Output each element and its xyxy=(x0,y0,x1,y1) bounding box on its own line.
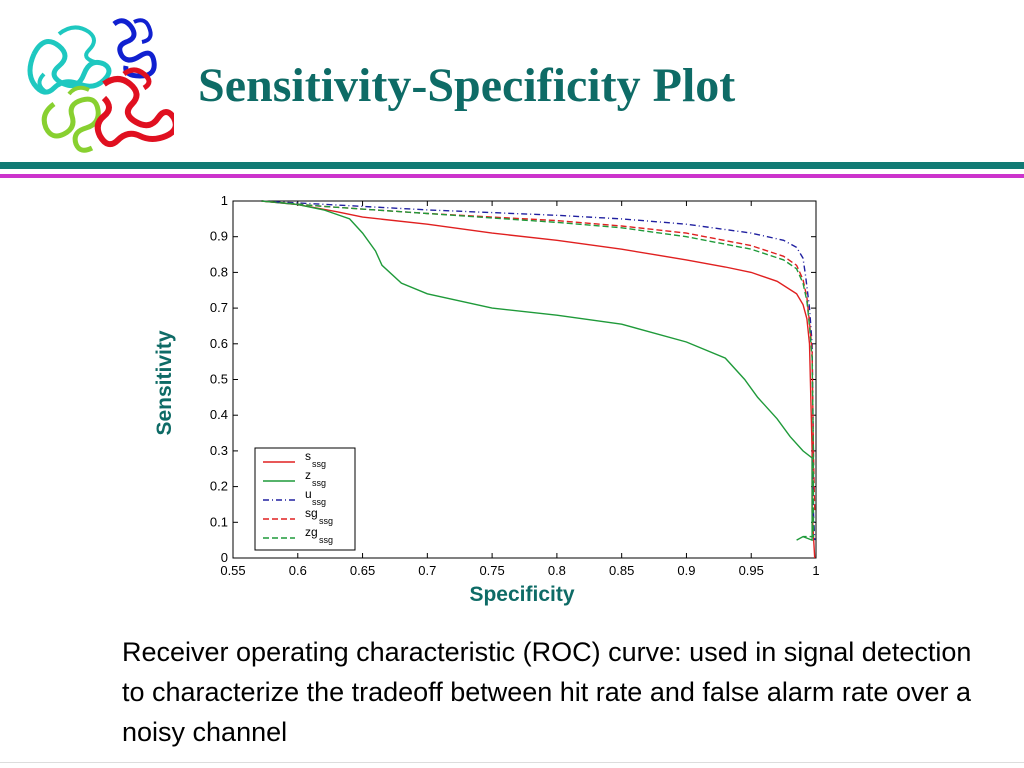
x-tick-label: 0.65 xyxy=(350,563,375,578)
y-tick-label: 0.2 xyxy=(210,479,228,494)
bottom-divider xyxy=(0,762,1024,763)
y-tick-label: 0.8 xyxy=(210,264,228,279)
legend-sub-z: ssg xyxy=(312,478,326,488)
y-tick-label: 0.5 xyxy=(210,372,228,387)
series-zg-line xyxy=(261,200,815,538)
x-tick-label: 0.55 xyxy=(220,563,245,578)
x-tick-label: 0.85 xyxy=(609,563,634,578)
y-tick-label: 0.6 xyxy=(210,336,228,351)
page-title: Sensitivity-Specificity Plot xyxy=(198,59,736,112)
series-s-line xyxy=(261,200,816,559)
chart-series xyxy=(261,200,816,559)
x-tick-label: 0.6 xyxy=(289,563,307,578)
y-axis-label: Sensitivity xyxy=(153,330,176,436)
y-tick-label: 0.7 xyxy=(210,300,228,315)
y-tick-label: 0 xyxy=(221,550,228,565)
x-tick-label: 0.95 xyxy=(739,563,764,578)
legend-label-sg: sg xyxy=(305,506,318,520)
y-tick-label: 0.3 xyxy=(210,443,228,458)
legend-label-u: u xyxy=(305,487,312,501)
x-tick-label: 0.8 xyxy=(548,563,566,578)
legend-label-z: z xyxy=(305,468,311,482)
y-tick-label: 0.4 xyxy=(210,407,228,422)
legend-sub-s: ssg xyxy=(312,459,326,469)
header-rule-magenta xyxy=(0,174,1024,178)
x-axis-label: Specificity xyxy=(469,583,575,606)
legend-sub-u: ssg xyxy=(312,497,326,507)
series-z-line xyxy=(261,200,813,542)
slide-caption: Receiver operating characteristic (ROC) … xyxy=(122,637,972,747)
x-tick-label: 0.9 xyxy=(677,563,695,578)
legend-sub-zg: ssg xyxy=(319,535,333,545)
legend-label-zg: zg xyxy=(305,525,318,539)
legend-box xyxy=(254,447,356,551)
legend-sub-sg: ssg xyxy=(319,516,333,526)
protein-structure-logo xyxy=(27,18,174,153)
legend-label-s: s xyxy=(305,449,311,463)
header-rule-teal xyxy=(0,162,1024,169)
x-tick-label: 1 xyxy=(812,563,819,578)
x-tick-label: 0.75 xyxy=(479,563,504,578)
y-tick-label: 0.9 xyxy=(210,229,228,244)
y-tick-label: 0.1 xyxy=(210,514,228,529)
y-tick-label: 1 xyxy=(221,193,228,208)
chart-axes: 0.55 0.6 0.65 0.7 0.75 0.8 0.85 0.9 0.95 1 0 0.1 0.2… xyxy=(210,193,820,578)
x-tick-label: 0.7 xyxy=(418,563,436,578)
